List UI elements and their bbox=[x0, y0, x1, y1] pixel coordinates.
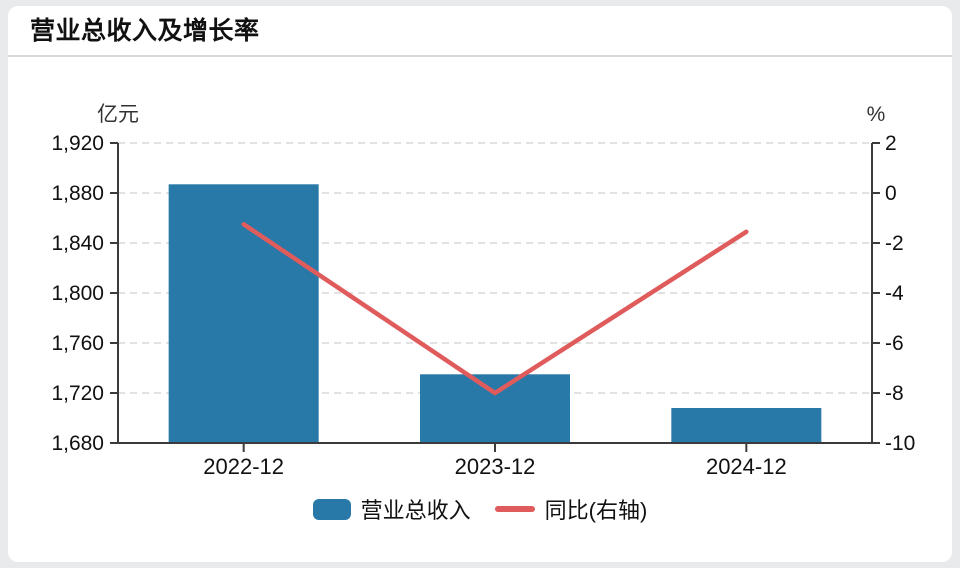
right-tick-label: 0 bbox=[885, 182, 897, 205]
left-tick-label: 1,760 bbox=[51, 332, 104, 355]
page-title: 营业总收入及增长率 bbox=[30, 17, 260, 45]
chart-area: 1,680 1,720 1,760 1,800 1,840 1,880 1,920 -10 -8… bbox=[8, 57, 952, 525]
legend-label-growth: 同比(右轴) bbox=[544, 498, 648, 523]
left-tick-label: 1,680 bbox=[51, 432, 104, 455]
x-category-label: 2022-12 bbox=[203, 454, 284, 479]
right-axis-unit-label: % bbox=[867, 103, 886, 126]
right-tick-label: -10 bbox=[885, 432, 915, 455]
left-tick-label: 1,800 bbox=[51, 282, 104, 305]
bar-2023-12[interactable] bbox=[420, 374, 570, 444]
legend-item-growth[interactable]: 同比(右轴) bbox=[494, 493, 648, 525]
chart-legend: 营业总收入 同比(右轴) bbox=[8, 493, 952, 525]
bar-2024-12[interactable] bbox=[671, 408, 822, 443]
chart-card: 营业总收入及增长率 1,680 1,720 1,760 1,800 1,840 1,880… bbox=[8, 6, 952, 562]
right-tick-label: -4 bbox=[885, 282, 904, 305]
revenue-growth-chart: 1,680 1,720 1,760 1,800 1,840 1,880 1,920 -10 -8… bbox=[51, 103, 915, 479]
right-tick-label: -2 bbox=[885, 232, 904, 255]
revenue-swatch-icon bbox=[312, 498, 351, 520]
growth-line[interactable] bbox=[241, 222, 749, 396]
x-category-label: 2024-12 bbox=[706, 454, 787, 479]
growth-swatch-icon bbox=[494, 506, 535, 512]
left-axis-unit-label: 亿元 bbox=[97, 103, 139, 126]
left-tick-label: 1,880 bbox=[51, 182, 104, 205]
card-header: 营业总收入及增长率 bbox=[8, 6, 952, 57]
right-tick-label: -8 bbox=[885, 382, 904, 405]
legend-label-revenue: 营业总收入 bbox=[360, 498, 471, 523]
bar-2022-12[interactable] bbox=[168, 184, 319, 444]
right-tick-label: -6 bbox=[885, 332, 904, 355]
right-tick-label: 2 bbox=[885, 132, 897, 155]
left-tick-label: 1,840 bbox=[51, 232, 104, 255]
left-tick-label: 1,920 bbox=[51, 132, 104, 155]
left-tick-label: 1,720 bbox=[51, 382, 104, 405]
legend-item-revenue[interactable]: 营业总收入 bbox=[312, 493, 471, 525]
x-category-label: 2023-12 bbox=[455, 454, 536, 479]
